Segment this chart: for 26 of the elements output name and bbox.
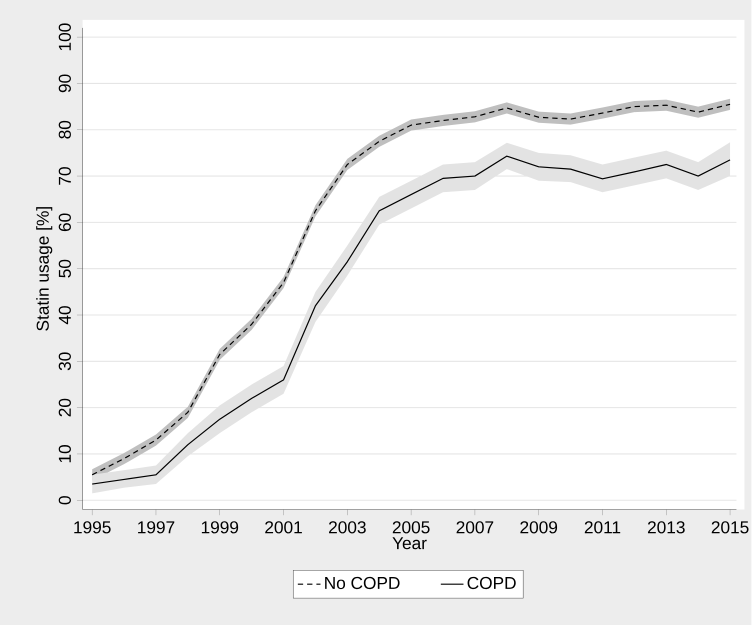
y-tick-label: 30 [58,352,71,370]
x-tick-label: 2013 [648,521,685,534]
y-tick-label: 100 [58,23,71,50]
x-tick-label: 2015 [712,521,749,534]
legend-label: No COPD [325,576,400,590]
x-tick-label: 2011 [584,521,620,534]
x-tick-label: 2007 [456,521,494,534]
y-tick-label: 70 [58,167,71,185]
x-tick-label: 1997 [138,521,174,534]
y-tick-label: 20 [58,398,71,416]
x-axis-title: Year [392,537,427,550]
y-tick-label: 60 [58,213,71,232]
x-tick-label: 2001 [265,521,302,534]
x-tick-label: 1995 [74,521,111,534]
x-tick-label: 2003 [329,521,366,534]
x-tick-label: 2009 [520,521,558,534]
legend-label: COPD [468,576,516,590]
y-tick-label: 40 [58,306,71,324]
y-tick-label: 90 [58,74,71,92]
y-tick-label: 0 [58,496,71,504]
x-tick-label: 1999 [202,521,238,534]
y-tick-label: 10 [58,445,71,462]
x-tick-label: 2005 [392,521,430,534]
y-tick-label: 50 [58,260,71,278]
y-tick-label: 80 [58,120,71,139]
y-axis-title: Statin usage [%] [36,207,52,331]
